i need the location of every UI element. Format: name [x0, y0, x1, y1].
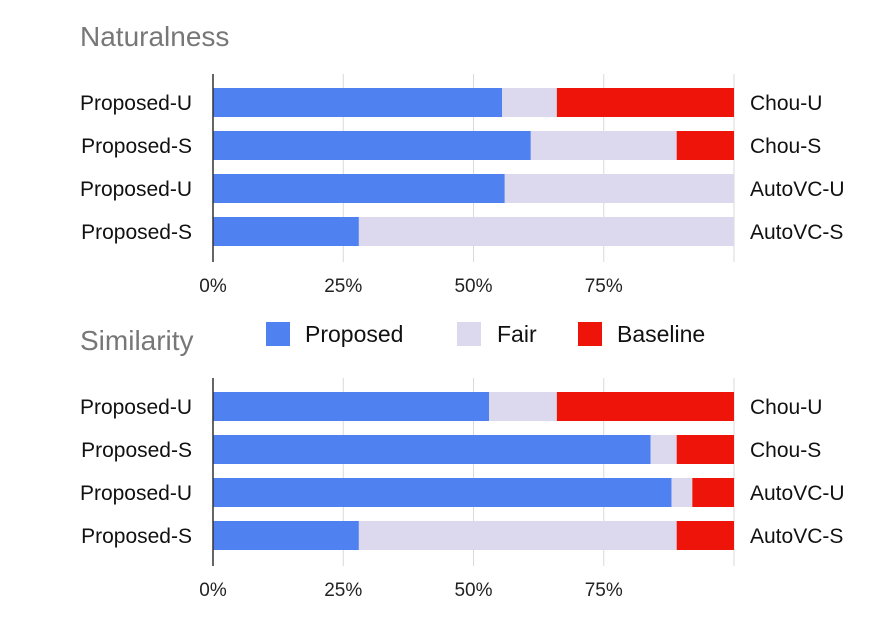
bar-segment-fair [489, 392, 557, 421]
bars-naturalness [213, 88, 734, 246]
left-labels-naturalness: Proposed-U Proposed-S Proposed-U Proposed-S [80, 92, 192, 244]
bars-similarity [213, 392, 734, 550]
legend-label-fair: Fair [497, 321, 537, 347]
bar-segment-proposed [213, 88, 503, 117]
x-tick-labels-naturalness: 0% 25% 50% 75% [199, 276, 623, 297]
bar-segment-proposed [213, 217, 359, 246]
legend-swatch-baseline [578, 322, 602, 346]
right-category-label: Chou-U [750, 92, 822, 115]
left-category-label: Proposed-U [80, 92, 192, 115]
x-tick-label: 75% [585, 580, 623, 601]
x-tick-labels-similarity: 0% 25% 50% 75% [199, 580, 623, 601]
right-category-label: Chou-S [750, 439, 821, 462]
right-category-label: Chou-S [750, 135, 821, 158]
naturalness-panel: Naturalness Proposed-UProposed-SProposed… [80, 21, 845, 297]
x-tick-label: 25% [324, 276, 362, 297]
chart-title-naturalness: Naturalness [80, 21, 229, 52]
left-category-label: Proposed-S [81, 525, 192, 548]
legend-swatch-fair [457, 322, 481, 346]
bar-segment-fair [504, 174, 734, 203]
similarity-panel: Similarity Proposed-UProposed-SProposed-… [80, 325, 845, 601]
bar-segment-proposed [213, 392, 490, 421]
right-category-label: AutoVC-U [750, 482, 845, 505]
left-category-label: Proposed-S [81, 221, 192, 244]
bar-segment-baseline [692, 478, 734, 507]
bar-segment-baseline [676, 435, 734, 464]
right-category-label: AutoVC-S [750, 525, 843, 548]
bar-segment-proposed [213, 435, 651, 464]
right-category-label: Chou-U [750, 396, 822, 419]
bar-segment-fair [650, 435, 677, 464]
legend-swatch-proposed [266, 322, 290, 346]
left-category-label: Proposed-U [80, 178, 192, 201]
x-tick-label: 50% [454, 580, 492, 601]
x-tick-label: 0% [199, 276, 227, 297]
bar-segment-proposed [213, 174, 505, 203]
bar-segment-fair [358, 521, 677, 550]
x-tick-label: 0% [199, 580, 227, 601]
bar-segment-baseline [556, 392, 734, 421]
bar-segment-fair [671, 478, 693, 507]
right-category-label: AutoVC-U [750, 178, 845, 201]
left-category-label: Proposed-S [81, 439, 192, 462]
bar-segment-fair [502, 88, 557, 117]
left-category-label: Proposed-U [80, 396, 192, 419]
legend-label-proposed: Proposed [305, 321, 403, 347]
x-tick-label: 75% [585, 276, 623, 297]
bar-segment-proposed [213, 131, 531, 160]
right-labels-similarity: Chou-U Chou-S AutoVC-U AutoVC-S [750, 396, 845, 548]
left-category-label: Proposed-S [81, 135, 192, 158]
bar-segment-proposed [213, 521, 359, 550]
bar-segment-baseline [676, 131, 734, 160]
x-tick-label: 25% [324, 580, 362, 601]
right-labels-naturalness: Chou-U Chou-S AutoVC-U AutoVC-S [750, 92, 845, 244]
x-tick-label: 50% [454, 276, 492, 297]
left-category-label: Proposed-U [80, 482, 192, 505]
bar-segment-fair [358, 217, 734, 246]
bar-segment-fair [530, 131, 677, 160]
legend: Proposed Fair Baseline [266, 321, 705, 347]
bar-segment-baseline [676, 521, 734, 550]
bar-segment-baseline [556, 88, 734, 117]
right-category-label: AutoVC-S [750, 221, 843, 244]
chart-title-similarity: Similarity [80, 325, 194, 356]
bar-segment-proposed [213, 478, 672, 507]
legend-label-baseline: Baseline [617, 321, 705, 347]
left-labels-similarity: Proposed-U Proposed-S Proposed-U Proposed-S [80, 396, 192, 548]
